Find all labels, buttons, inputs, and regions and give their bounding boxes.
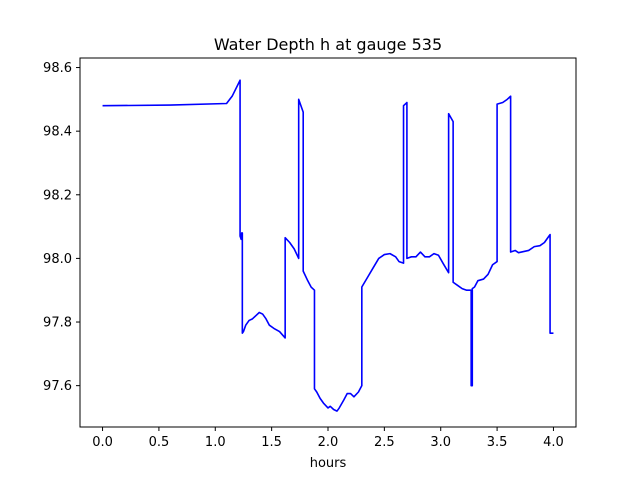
x-axis-label: hours — [310, 456, 347, 471]
x-tick-label: 0.5 — [149, 435, 170, 450]
y-tick-label: 97.8 — [43, 316, 72, 331]
series-group — [102, 79, 554, 412]
x-tick-label: 1.5 — [261, 435, 282, 450]
x-tick-label: 2.5 — [374, 435, 395, 450]
x-tick-label: 3.5 — [487, 435, 508, 450]
plot-frame — [79, 57, 577, 428]
y-tick-label: 98.2 — [43, 188, 72, 203]
x-tick-label: 1.0 — [205, 435, 226, 450]
y-tick-label: 98.0 — [43, 252, 72, 267]
series-line — [102, 79, 554, 412]
x-tick-label: 0.0 — [92, 435, 113, 450]
y-tick-label: 97.6 — [43, 379, 72, 394]
x-tick-label: 3.0 — [430, 435, 451, 450]
y-tick-label: 98.6 — [43, 61, 72, 76]
chart-title: Water Depth h at gauge 535 — [214, 35, 442, 54]
plot-area — [80, 58, 576, 427]
y-tick-label: 98.4 — [43, 125, 72, 140]
x-tick-label: 4.0 — [543, 435, 564, 450]
x-tick-label: 2.0 — [318, 435, 339, 450]
ticks-group: 0.0 0.5 1.0 1.5 2.0 2.5 3.0 3.5 4.0 97.6 97.8 98.0 9… — [43, 61, 564, 450]
